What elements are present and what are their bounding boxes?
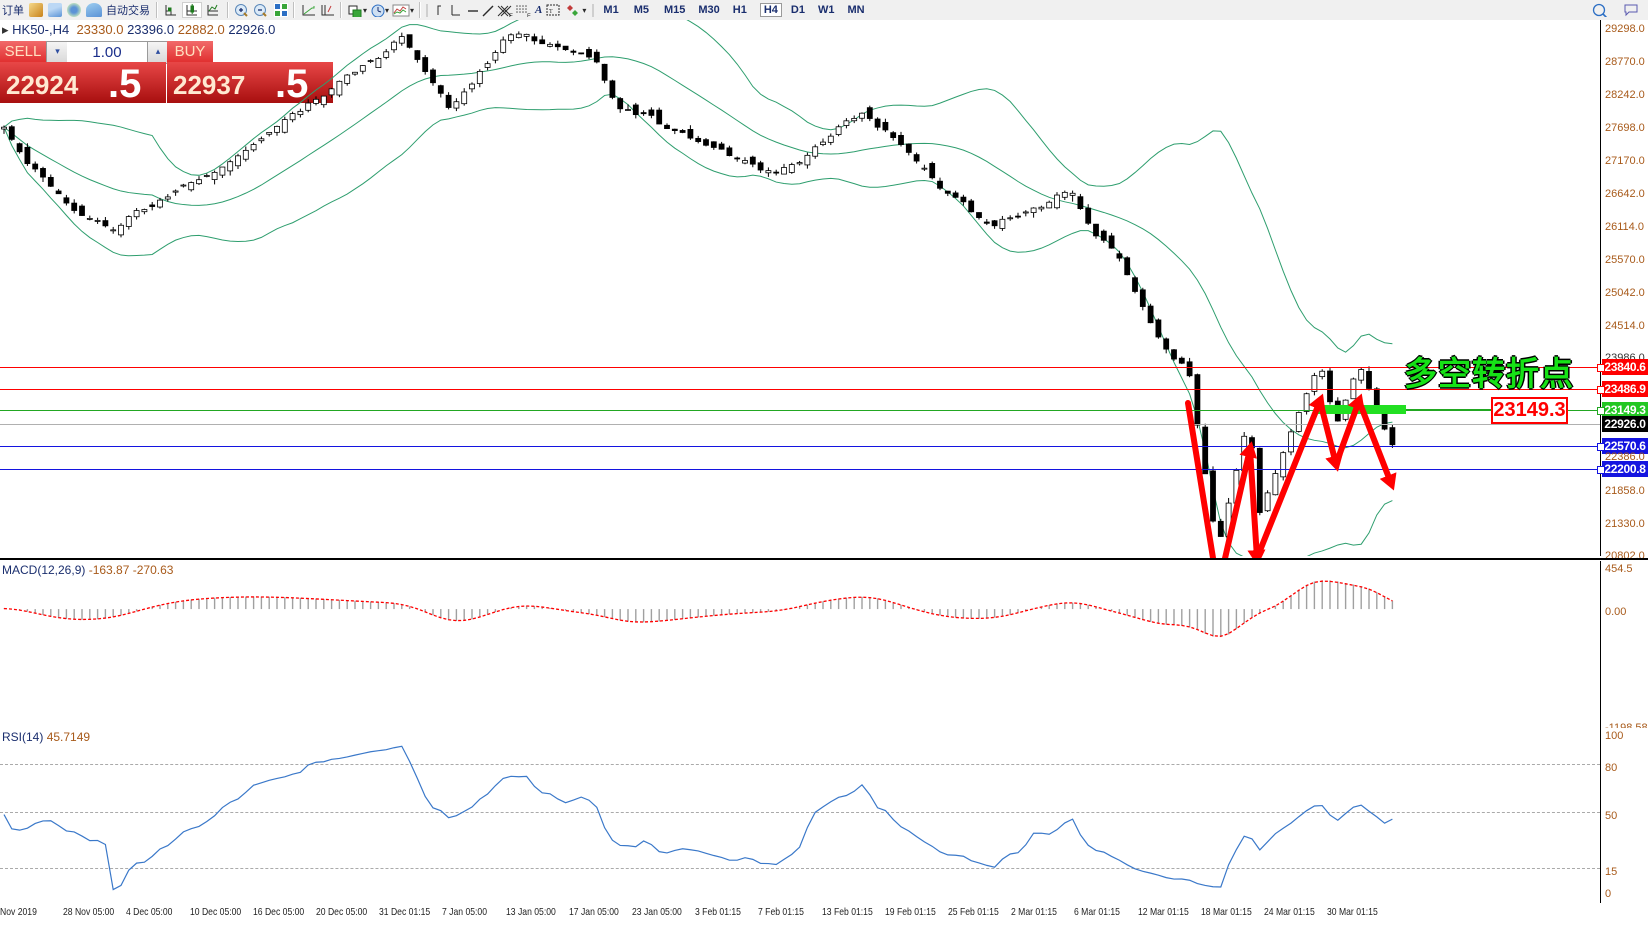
svg-text:F: F bbox=[527, 14, 531, 17]
svg-text:T: T bbox=[549, 9, 553, 15]
svg-text:E: E bbox=[509, 14, 513, 17]
